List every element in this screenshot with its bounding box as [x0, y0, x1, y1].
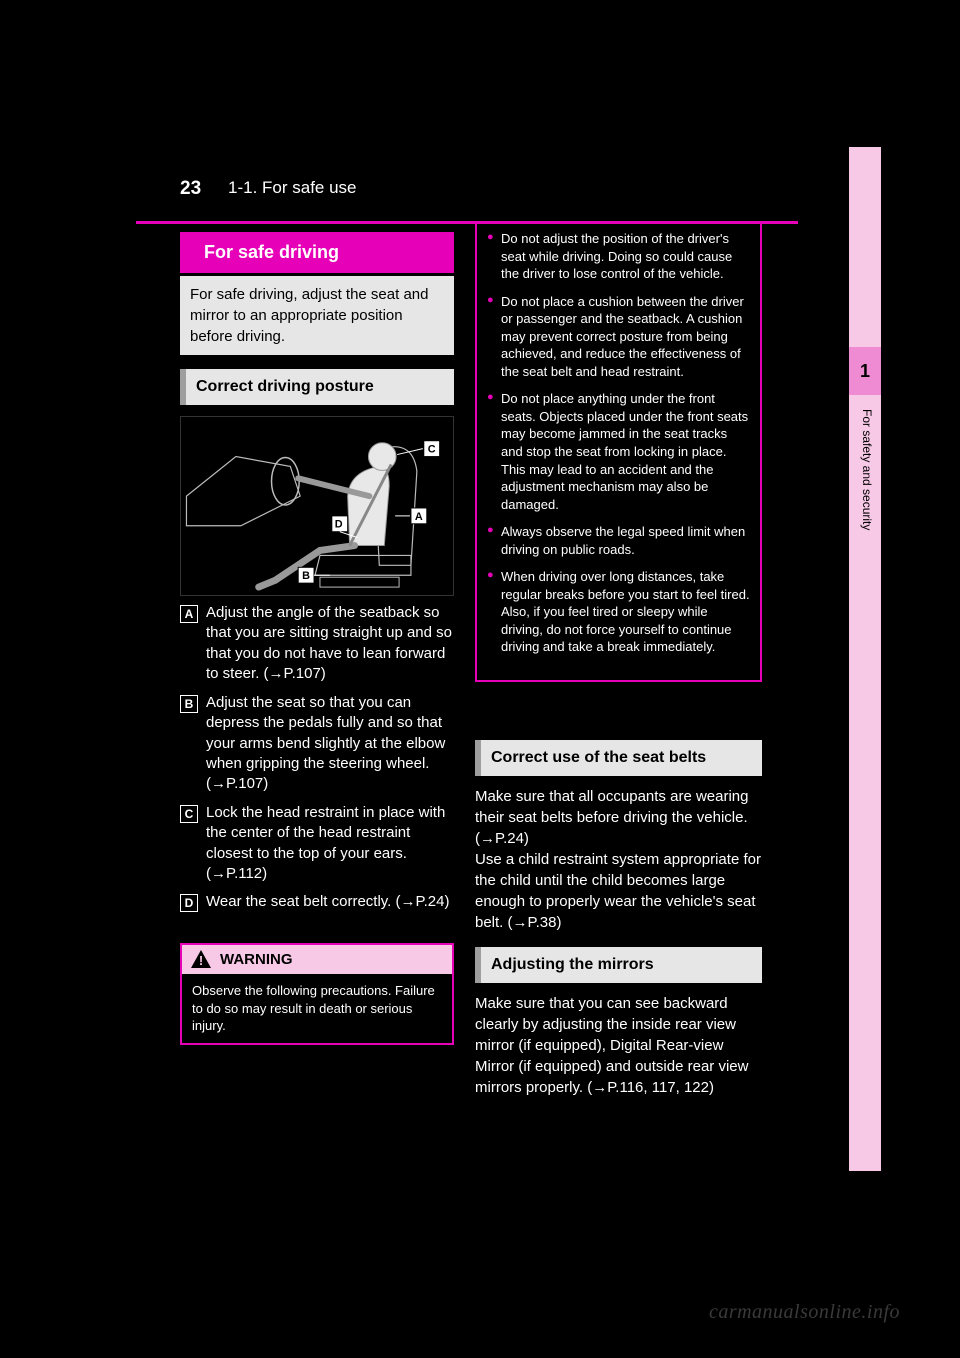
posture-item-c-text: Lock the head restraint in place with th…: [206, 803, 454, 884]
mirrors-paragraph: Make sure that you can see backward clea…: [475, 993, 762, 1098]
subhead-seat-belts: Correct use of the seat belts: [475, 740, 762, 776]
warning-item-1: Do not place a cushion between the drive…: [487, 293, 750, 381]
subhead-mirrors: Adjusting the mirrors: [475, 947, 762, 983]
chapter-label: For safety and security: [860, 409, 874, 530]
section-title-bar: For safe driving: [180, 232, 454, 273]
svg-text:!: !: [199, 953, 203, 968]
watermark: carmanualsonline.info: [709, 1301, 900, 1324]
warning-item-4: When driving over long distances, take r…: [487, 568, 750, 656]
posture-item-d: D Wear the seat belt correctly. (→P.24): [180, 892, 454, 912]
warning-item-0: Do not adjust the position of the driver…: [487, 230, 750, 283]
warning-body: Observe the following precautions. Failu…: [182, 974, 452, 1043]
header-section: 1-1. For safe use: [228, 178, 357, 198]
warning-icon: !: [190, 949, 212, 969]
label-a: A: [180, 605, 198, 623]
warning-continuation-list: Do not adjust the position of the driver…: [487, 230, 750, 656]
svg-text:B: B: [302, 570, 310, 582]
side-strip: [849, 147, 881, 1171]
warning-continuation-box: Do not adjust the position of the driver…: [475, 224, 762, 682]
warning-title: ! WARNING: [182, 945, 452, 974]
posture-item-a: A Adjust the angle of the seatback so th…: [180, 603, 454, 684]
label-c: C: [180, 805, 198, 823]
page-number: 23: [180, 178, 201, 200]
posture-item-c: C Lock the head restraint in place with …: [180, 803, 454, 884]
intro-box: For safe driving, adjust the seat and mi…: [180, 276, 454, 355]
svg-text:A: A: [415, 511, 423, 523]
posture-item-d-text: Wear the seat belt correctly. (→P.24): [206, 892, 454, 912]
warning-box: ! WARNING Observe the following precauti…: [180, 943, 454, 1045]
warning-item-2: Do not place anything under the front se…: [487, 390, 750, 513]
chapter-tab: 1: [849, 347, 881, 395]
driving-posture-figure: C A D B: [180, 416, 454, 596]
seat-belts-paragraph: Make sure that all occupants are wearing…: [475, 786, 762, 933]
svg-text:C: C: [428, 444, 436, 456]
subhead-posture: Correct driving posture: [180, 369, 454, 405]
posture-item-b: B Adjust the seat so that you can depres…: [180, 693, 454, 794]
label-b: B: [180, 695, 198, 713]
posture-item-a-text: Adjust the angle of the seatback so that…: [206, 603, 454, 684]
svg-text:D: D: [335, 519, 343, 531]
warning-title-text: WARNING: [220, 951, 293, 968]
posture-item-b-text: Adjust the seat so that you can depress …: [206, 693, 454, 794]
label-d: D: [180, 894, 198, 912]
warning-item-3: Always observe the legal speed limit whe…: [487, 523, 750, 558]
